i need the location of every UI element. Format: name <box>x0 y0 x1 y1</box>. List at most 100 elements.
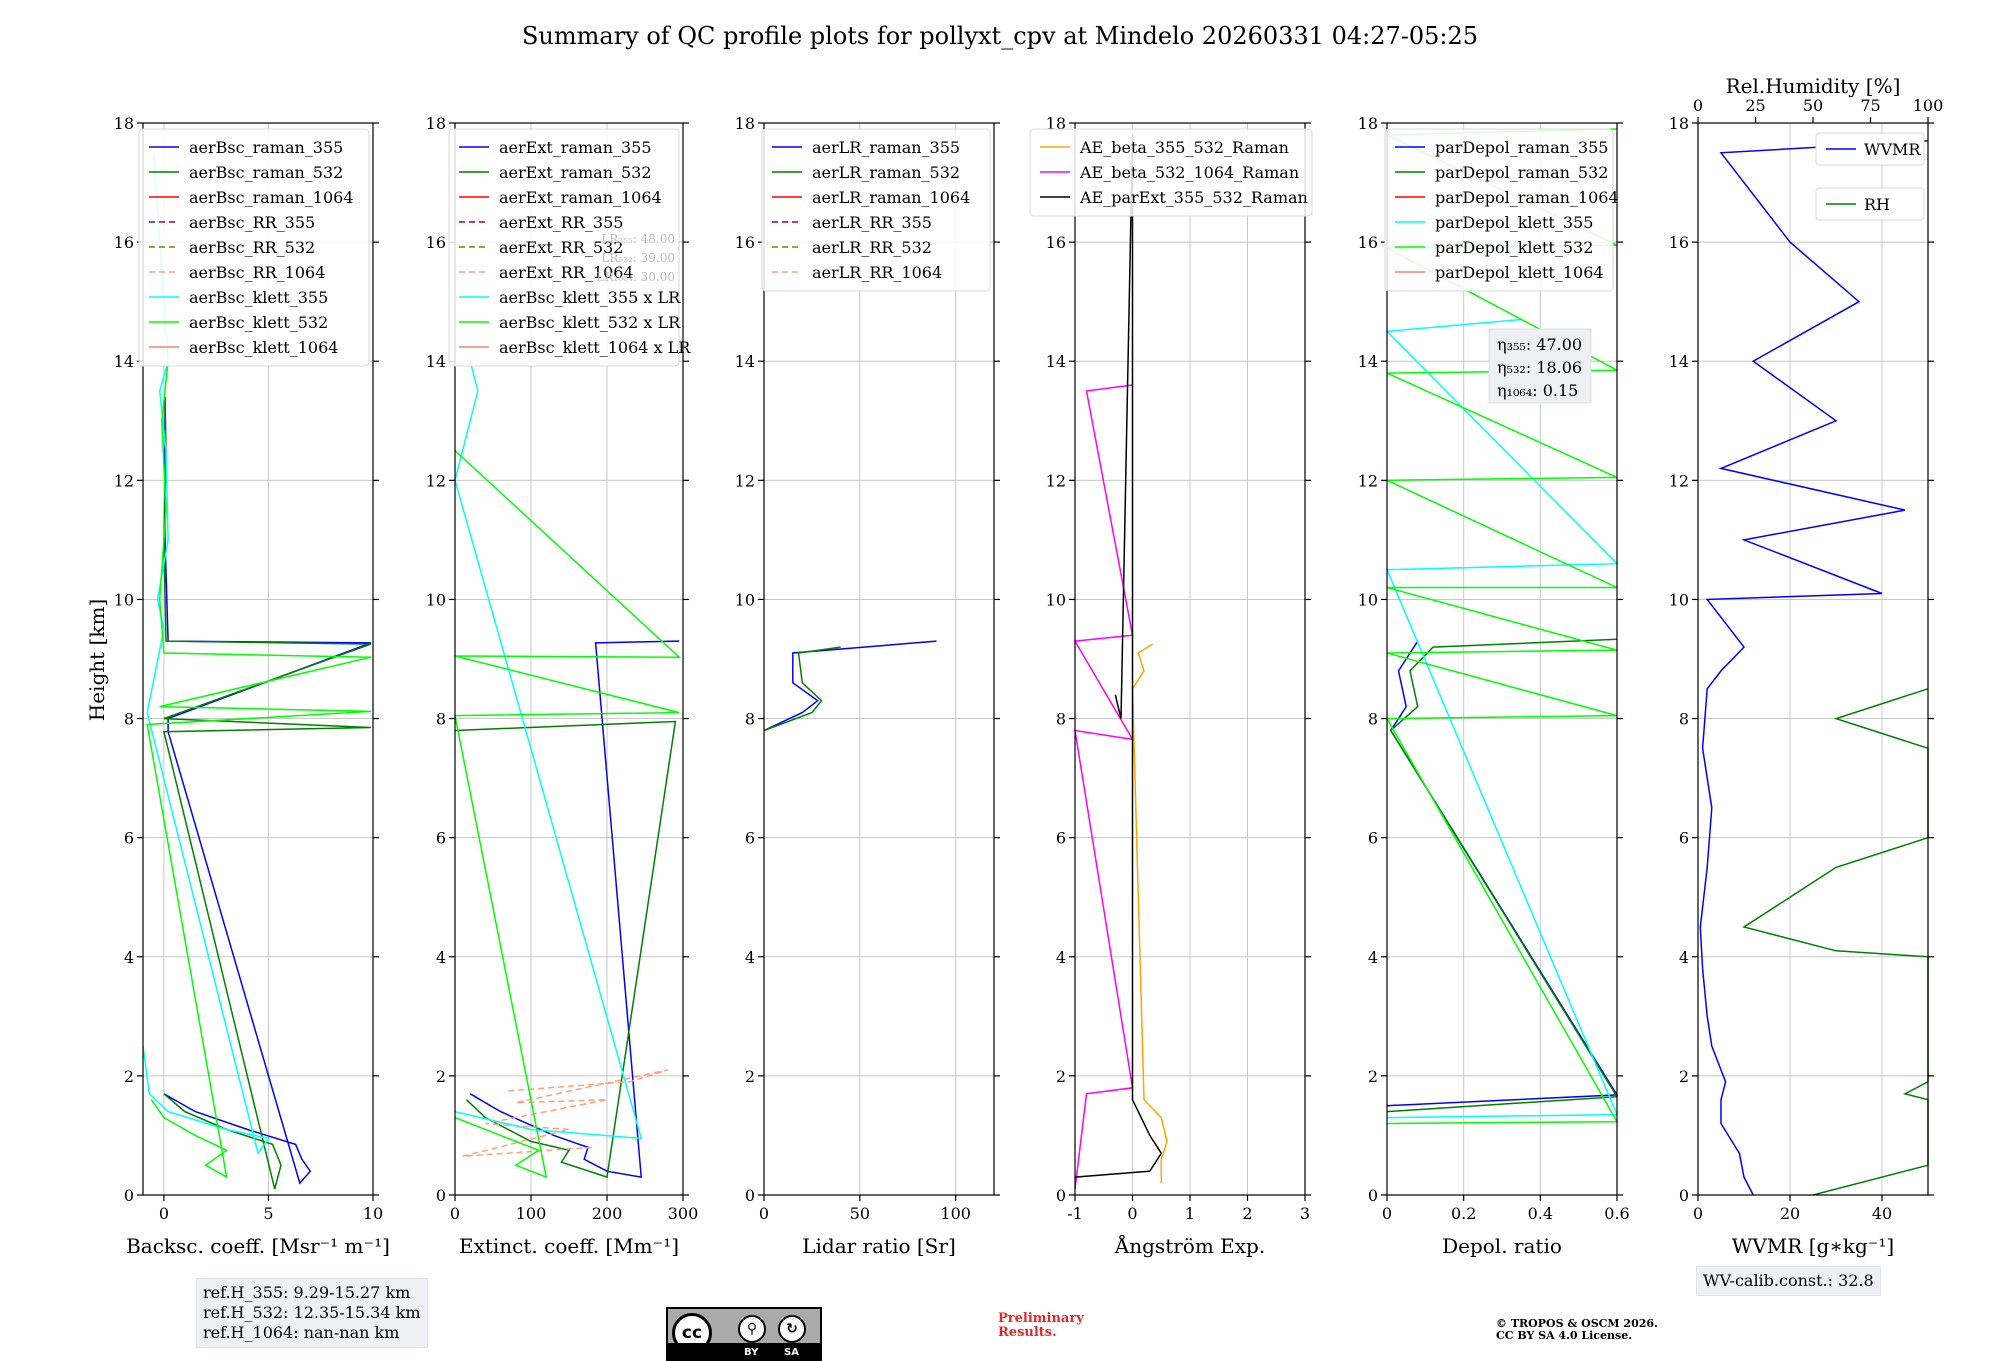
depol-series-parDepol_raman_355 <box>1386 640 1619 1107</box>
ext-legend-label: aerBsc_klett_355 x LR <box>499 288 681 307</box>
ext-legend-box <box>448 128 680 367</box>
bsc-y-tick-label: 12 <box>114 471 134 490</box>
lr-y-tick-label: 0 <box>745 1186 755 1205</box>
ae-x-tick-label: -1 <box>1067 1204 1083 1223</box>
lr-y-tick-label: 2 <box>745 1067 755 1086</box>
wv-top-x-tick-label: 100 <box>1913 96 1944 115</box>
ext-lr-annotation: LR₃₅₅: 48.00 <box>601 232 675 246</box>
lr-legend-box <box>761 128 991 292</box>
ae-x-tick-label: 2 <box>1242 1204 1252 1223</box>
wv-legend-box <box>1815 132 1925 166</box>
depol-y-tick-label: 18 <box>1358 114 1378 133</box>
figure-title: Summary of QC profile plots for pollyxt_… <box>521 22 1479 50</box>
refh-532: ref.H_532: 12.35-15.34 km <box>203 1303 421 1322</box>
depol-legend-label: parDepol_raman_1064 <box>1435 188 1619 207</box>
wv-y-tick-label: 6 <box>1679 829 1689 848</box>
wv-y-tick-label: 18 <box>1669 114 1689 133</box>
lr-legend-label: aerLR_raman_355 <box>812 138 960 157</box>
wv-top-x-tick-label: 0 <box>1693 96 1703 115</box>
depol-x-tick-label: 0.4 <box>1528 1204 1553 1223</box>
bsc-legend-label: aerBsc_klett_355 <box>189 288 328 307</box>
ae-y-tick-label: 2 <box>1056 1067 1066 1086</box>
ext-series-aerBsc_klett_355 x LR <box>454 361 643 1140</box>
ext-y-tick-label: 8 <box>436 710 446 729</box>
wv-series-RH <box>1742 688 1929 1196</box>
depol-legend-label: parDepol_raman_355 <box>1435 138 1608 157</box>
lr-series-aerLR_raman_355 <box>763 640 937 732</box>
wv-x-tick-label: 20 <box>1780 1204 1800 1223</box>
bsc-legend-label: aerBsc_raman_532 <box>189 163 343 182</box>
wv-calibration-box: WV-calib.const.: 32.8 <box>1696 1266 1881 1296</box>
ext-x-tick-label: 200 <box>592 1204 623 1223</box>
copyright-notice: © TROPOS & OSCM 2026. CC BY SA 4.0 Licen… <box>1496 1318 1658 1342</box>
license-badge-bar <box>668 1343 820 1359</box>
sa-label: SA <box>784 1347 799 1358</box>
reference-height-box: ref.H_355: 9.29-15.27 km ref.H_532: 12.3… <box>196 1278 428 1348</box>
ae-y-tick-label: 10 <box>1046 590 1066 609</box>
bsc-series-aerBsc_raman_355 <box>163 397 372 1185</box>
wv-y-tick-label: 8 <box>1679 710 1689 729</box>
depol-legend-label: parDepol_klett_355 <box>1435 213 1593 232</box>
depol-x-tick-label: 0 <box>1382 1204 1392 1223</box>
bsc-legend-label: aerBsc_klett_532 <box>189 313 328 332</box>
ext-axes-frame <box>454 122 684 1196</box>
wv-y-tick-label: 12 <box>1669 471 1689 490</box>
ext-legend-label: aerExt_RR_532 <box>499 238 623 257</box>
ae-series-AE_parExt_355_532_Raman <box>1074 134 1163 1178</box>
lr-y-tick-label: 16 <box>735 233 755 252</box>
ext-x-tick-label: 300 <box>668 1204 699 1223</box>
depol-legend-label: parDepol_klett_532 <box>1435 238 1593 257</box>
preliminary-line-2: Results. <box>998 1325 1057 1340</box>
wv-y-tick-label: 10 <box>1669 590 1689 609</box>
wv-top-x-tick-label: 50 <box>1803 96 1823 115</box>
lr-x-tick-label: 0 <box>759 1204 769 1223</box>
depol-series-parDepol_klett_355 <box>1385 318 1619 1119</box>
bsc-legend-label: aerBsc_RR_532 <box>189 238 315 257</box>
ae-legend-box <box>1029 128 1313 217</box>
bsc-y-tick-label: 8 <box>124 710 134 729</box>
ae-x-tick-label: 1 <box>1185 1204 1195 1223</box>
ext-lr-annotation: LR₅₃₂: 39.00 <box>601 251 675 265</box>
wv-top-x-tick-label: 75 <box>1860 96 1880 115</box>
bsc-y-tick-label: 2 <box>124 1067 134 1086</box>
bsc-x-tick-label: 0 <box>159 1204 169 1223</box>
ext-y-tick-label: 2 <box>436 1067 446 1086</box>
ext-series-aerBsc_klett_532 x LR <box>454 450 682 1179</box>
bsc-y-tick-label: 6 <box>124 829 134 848</box>
ext-y-tick-label: 18 <box>426 114 446 133</box>
bsc-axes-frame <box>142 122 374 1196</box>
wv-legend-box <box>1815 187 1925 221</box>
ae-legend-label: AE_beta_532_1064_Raman <box>1079 163 1299 182</box>
cc-by-sa-license-badge: cc ⚲ ↻ BY SA <box>666 1307 822 1361</box>
lr-legend-label: aerLR_raman_532 <box>812 163 960 182</box>
bsc-legend-label: aerBsc_raman_1064 <box>189 188 354 207</box>
depol-y-tick-label: 8 <box>1368 710 1378 729</box>
ext-y-tick-label: 12 <box>426 471 446 490</box>
lr-legend-label: aerLR_raman_1064 <box>812 188 970 207</box>
bsc-y-tick-label: 16 <box>114 233 134 252</box>
depol-y-tick-label: 16 <box>1358 233 1378 252</box>
lr-legend-label: aerLR_RR_355 <box>812 213 932 232</box>
wv-top-x-tick-label: 25 <box>1745 96 1765 115</box>
depol-legend-label: parDepol_raman_532 <box>1435 163 1608 182</box>
bsc-series-aerBsc_klett_355 <box>142 152 270 1156</box>
wv-y-tick-label: 14 <box>1669 352 1689 371</box>
preliminary-notice: Preliminary Results. <box>998 1312 1084 1340</box>
ext-lr-annotation: LR₁₀₆₄: 30.00 <box>597 270 675 284</box>
ae-y-tick-label: 8 <box>1056 710 1066 729</box>
preliminary-line-1: Preliminary <box>998 1311 1084 1326</box>
ext-y-tick-label: 10 <box>426 590 446 609</box>
ext-legend-label: aerExt_raman_1064 <box>499 188 662 207</box>
depol-y-tick-label: 0 <box>1368 1186 1378 1205</box>
ae-x-axis-label: Ångström Exp. <box>1114 1233 1265 1258</box>
ext-series-aerExt_RR_1064 <box>462 1069 669 1158</box>
wv-y-tick-label: 4 <box>1679 948 1689 967</box>
shared-y-axis-label: Height [km] <box>85 599 109 721</box>
ext-y-tick-label: 16 <box>426 233 446 252</box>
ae-legend-label: AE_parExt_355_532_Raman <box>1079 188 1308 207</box>
ext-series-aerExt_raman_355 <box>469 640 680 1179</box>
depol-eta-label: η₁₀₆₄: 0.15 <box>1497 381 1578 400</box>
wv-series-WVMR <box>1699 140 1929 1196</box>
depol-series-parDepol_raman_532 <box>1386 638 1619 1113</box>
